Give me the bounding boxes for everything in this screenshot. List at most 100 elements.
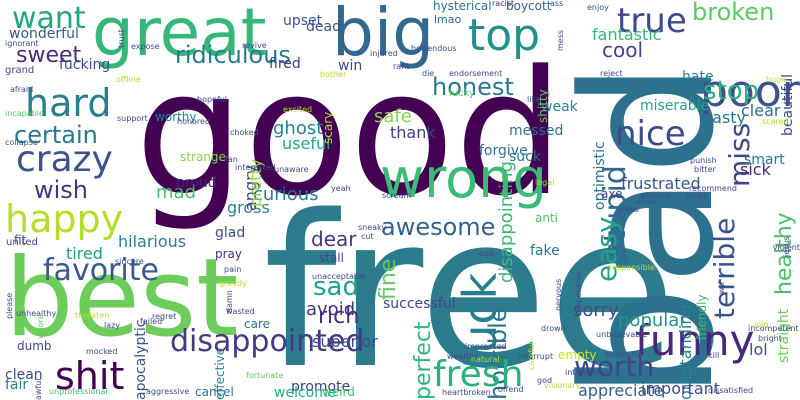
word-108: boycott [506, 0, 552, 13]
word-153: damn [225, 290, 234, 314]
word-83: superior [312, 332, 378, 351]
word-8: poor [700, 66, 800, 117]
word-2: best [5, 236, 239, 361]
word-189: injured [370, 49, 398, 58]
word-95: united [6, 237, 38, 248]
word-168: jokes [618, 205, 639, 214]
word-173: punish [690, 156, 717, 165]
word-71: frustrated [621, 174, 701, 193]
word-114: racist [492, 0, 515, 8]
word-18: nice [615, 114, 686, 154]
word-136: incompetent [748, 324, 799, 333]
word-184: offline [116, 75, 141, 84]
word-160: pain [224, 265, 242, 274]
word-150: natural [471, 355, 500, 364]
word-152: wasted [226, 307, 255, 316]
word-181: choked [230, 128, 259, 137]
word-64: disappointing [496, 161, 517, 284]
word-124: whore [36, 314, 45, 339]
word-142: interrupt [518, 352, 554, 361]
word-80: important [641, 379, 721, 398]
word-127: aggressive [146, 387, 190, 396]
word-118: grand [5, 65, 35, 76]
word-182: hopeful [197, 95, 228, 104]
word-9: true [617, 1, 687, 41]
word-190: rant [393, 62, 410, 71]
word-96: pray [215, 247, 243, 261]
word-26: nasty [702, 108, 747, 127]
word-12: crazy [16, 139, 113, 180]
word-67: hate [682, 69, 714, 85]
word-24: cool [602, 38, 644, 62]
word-185: expose [131, 42, 160, 51]
word-177: interested [235, 163, 276, 172]
word-59: safe [374, 106, 412, 127]
word-148: god [537, 376, 553, 385]
word-87: cancel [195, 385, 234, 399]
word-176: fan [225, 155, 238, 164]
word-169: allow [636, 197, 657, 206]
word-69: sick [740, 160, 771, 179]
word-117: ignorant [5, 39, 39, 48]
word-28: awesome [381, 213, 496, 241]
word-63: suck [509, 149, 541, 165]
word-193: endorsement [449, 69, 503, 78]
word-164: sincere [115, 257, 144, 266]
word-92: clean [5, 367, 43, 383]
word-82: empty [558, 348, 597, 362]
word-196: scared [762, 117, 789, 126]
word-121: collapse [5, 138, 38, 147]
word-10: want [12, 1, 86, 36]
word-75: anti [535, 211, 558, 225]
word-30: fine [376, 258, 401, 300]
word-6: wrong [380, 147, 547, 210]
word-187: bother [320, 70, 347, 79]
word-34: terrible [708, 218, 741, 320]
word-79: lol [749, 340, 768, 359]
word-42: popular [618, 310, 687, 331]
word-68: clear [741, 101, 781, 120]
word-5: big [332, 0, 435, 71]
word-128: offend [498, 385, 524, 394]
word-141: unbelievable [596, 330, 648, 339]
word-145: interesting [565, 368, 609, 377]
word-188: revive [242, 41, 267, 50]
word-15: sweet [16, 43, 82, 68]
word-7: top [468, 10, 541, 61]
word-103: win [338, 58, 363, 74]
word-53: proud [176, 175, 217, 191]
word-74: fake [530, 243, 560, 259]
word-84: promote [291, 379, 351, 395]
word-93: dumb [17, 339, 52, 353]
word-43: sorry [573, 300, 619, 321]
word-119: afraid [10, 85, 34, 94]
word-77: axe [601, 187, 623, 201]
word-112: fucking [59, 57, 111, 73]
word-139: join [754, 320, 769, 329]
word-13: happy [5, 197, 124, 241]
word-194: like [527, 95, 541, 104]
word-130: dissatisfied [708, 386, 754, 395]
word-154: responsive [574, 271, 583, 315]
word-104: worthy [155, 110, 197, 124]
word-11: hard [25, 81, 112, 125]
word-178: unaware [274, 165, 309, 174]
word-146: wealthy [447, 352, 479, 361]
word-89: effective [213, 347, 227, 400]
word-102: fired [269, 56, 301, 72]
word-105: scary [321, 111, 335, 144]
word-98: stall [319, 251, 344, 265]
word-16: ridiculous [175, 41, 291, 69]
word-85: welcome [274, 385, 337, 400]
word-17: honest [432, 73, 514, 101]
word-73: friendly [695, 294, 709, 340]
word-46: dear [311, 227, 357, 251]
word-91: fair [5, 377, 29, 393]
word-166: cut [361, 232, 374, 241]
word-38: disappointed [170, 324, 365, 359]
word-25: fantastic [592, 25, 662, 44]
word-161: failed [140, 317, 163, 326]
word-14: favorite [43, 253, 159, 288]
word-180: excited [283, 105, 313, 114]
